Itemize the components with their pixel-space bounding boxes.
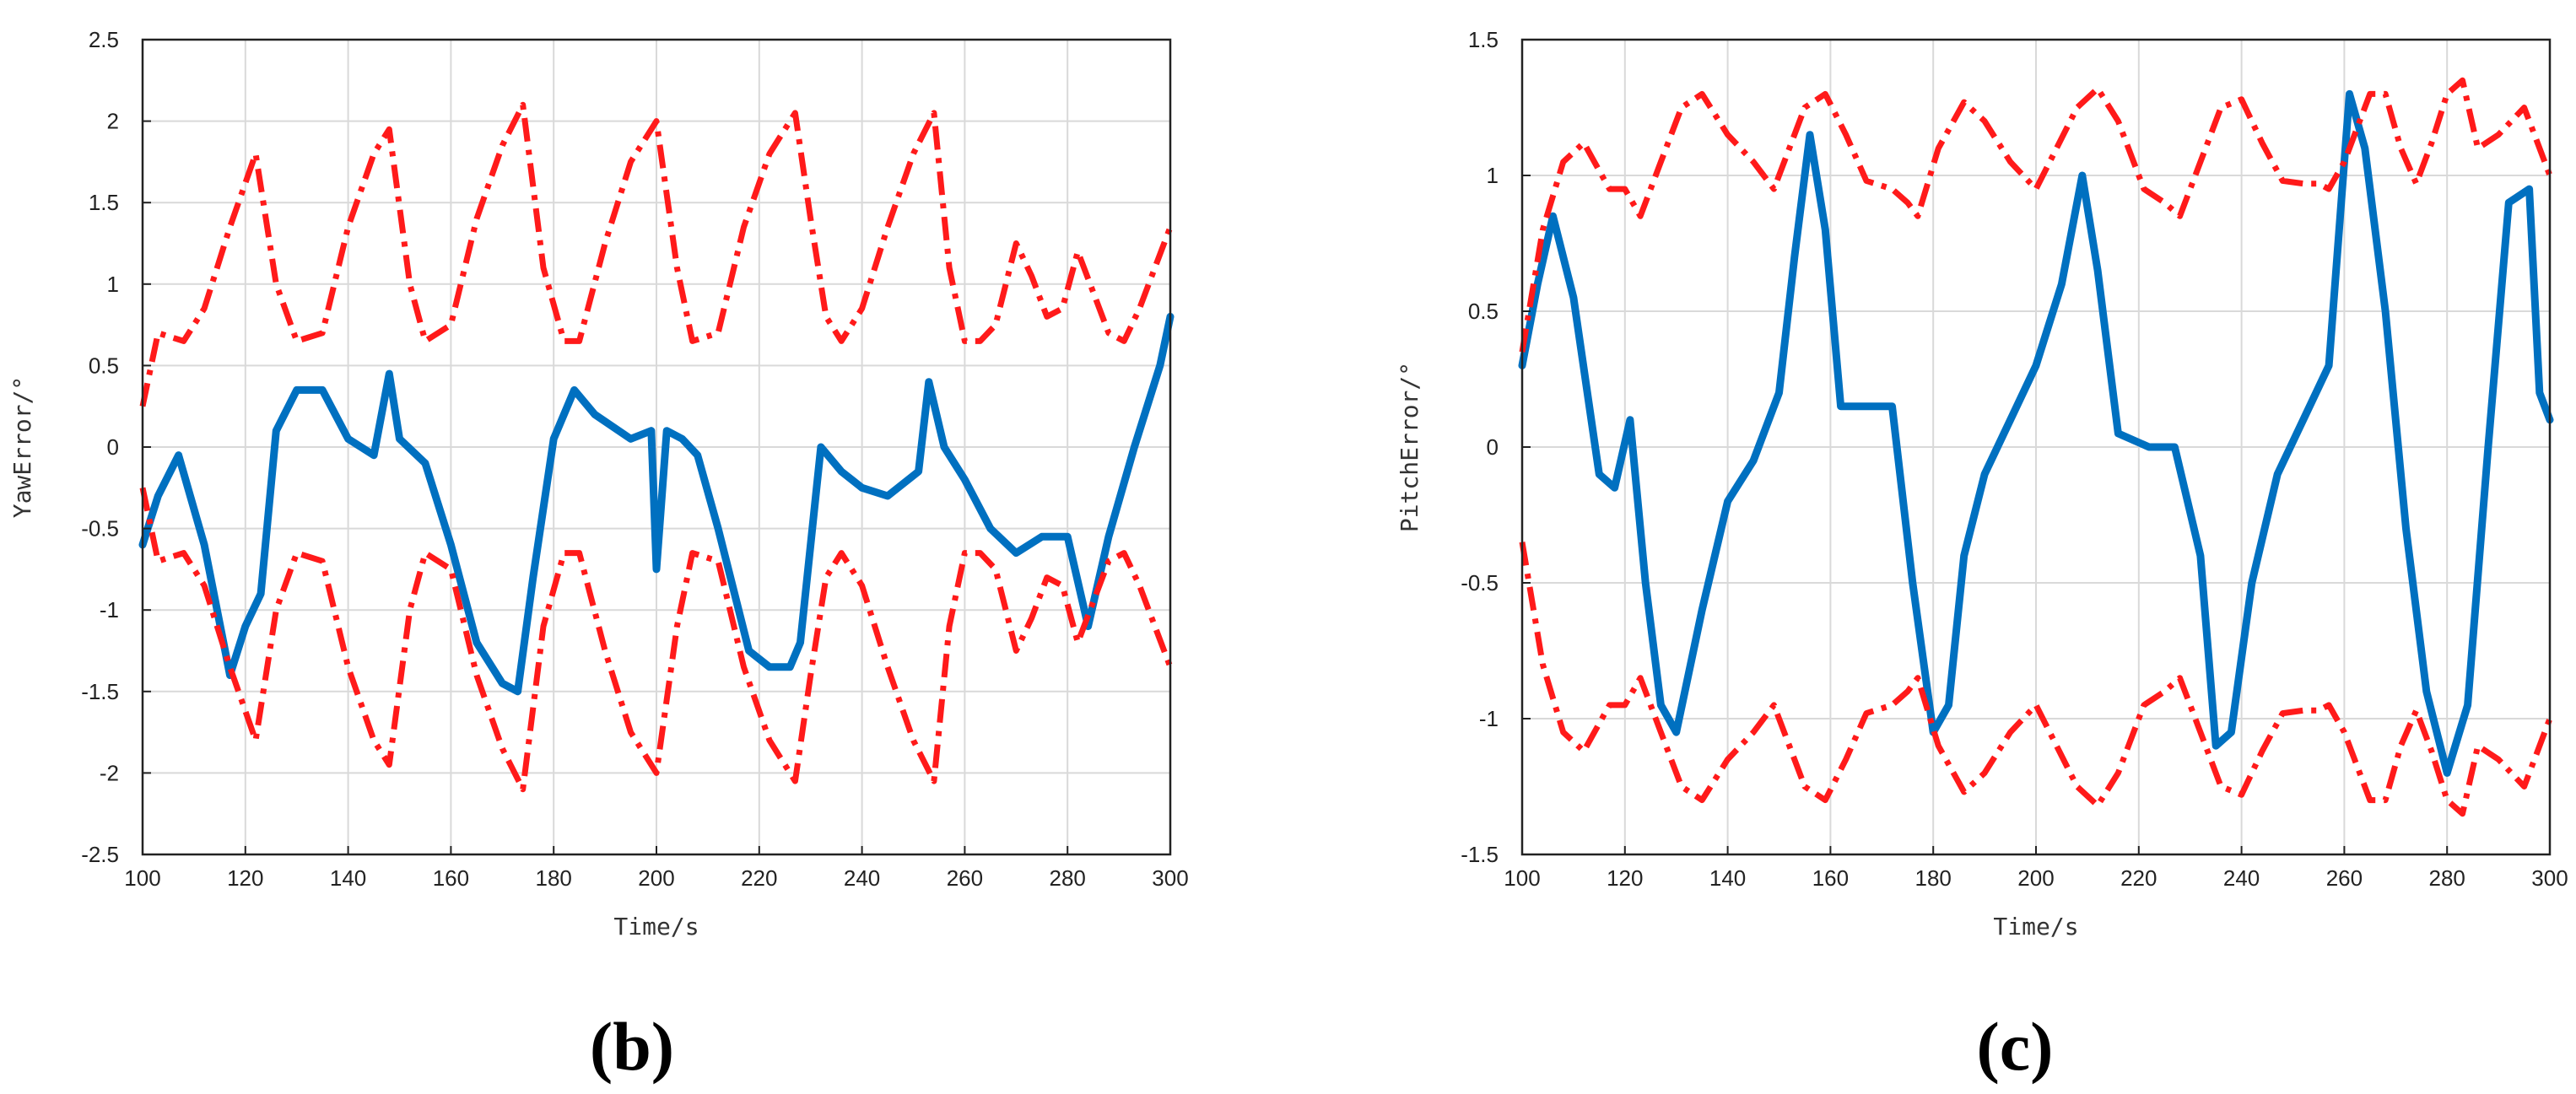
bound-series-line — [1519, 77, 2553, 353]
x-tick-label: 300 — [1152, 865, 1188, 891]
y-axis-label: PitchError/° — [1396, 362, 1423, 532]
y-tick-label: -0.5 — [81, 516, 119, 542]
y-tick-label: -1 — [1479, 706, 1499, 731]
x-tick-label: 160 — [433, 865, 469, 891]
x-tick-label: 240 — [844, 865, 880, 891]
x-tick-label: 120 — [1607, 865, 1643, 891]
y-tick-label: 2.5 — [89, 27, 119, 52]
y-tick-label: 1 — [1487, 163, 1499, 188]
panel-label-c: (c) — [1976, 1008, 2053, 1085]
x-axis-label: Time/s — [1993, 913, 2078, 940]
y-tick-label: 0.5 — [1468, 299, 1499, 324]
x-tick-label: 280 — [2429, 865, 2465, 891]
y-tick-label: 0 — [107, 434, 119, 460]
y-tick-label: 2 — [107, 109, 119, 134]
bound-series-line — [139, 101, 1174, 407]
x-tick-label: 140 — [1709, 865, 1746, 891]
y-tick-label: -1.5 — [81, 679, 119, 704]
y-axis-label: YawError/° — [8, 376, 36, 519]
bound-series-line — [139, 487, 1174, 793]
y-tick-label: -1 — [100, 597, 119, 622]
x-tick-label: 180 — [1915, 865, 1952, 891]
x-tick-label: 220 — [741, 865, 777, 891]
x-tick-label: 200 — [638, 865, 674, 891]
y-tick-label: 0 — [1487, 434, 1499, 460]
x-tick-label: 120 — [227, 865, 263, 891]
error-series-line — [138, 312, 1175, 696]
bound-series-line — [1519, 542, 2553, 817]
y-tick-label: 1 — [107, 272, 119, 297]
x-tick-label: 300 — [2531, 865, 2568, 891]
y-tick-label: 0.5 — [89, 353, 119, 378]
y-tick-label: -0.5 — [1461, 570, 1499, 596]
x-tick-label: 140 — [330, 865, 366, 891]
x-tick-label: 260 — [947, 865, 983, 891]
yaw-error-chart: 100 120 140 160 180 200 220 240 260 280 300-2.5-2-… — [8, 27, 1189, 940]
x-tick-label: 100 — [1504, 865, 1540, 891]
x-tick-label: 220 — [2120, 865, 2157, 891]
x-tick-label: 180 — [536, 865, 572, 891]
x-tick-label: 200 — [2017, 865, 2054, 891]
y-tick-label: -2.5 — [81, 842, 119, 867]
x-tick-label: 280 — [1050, 865, 1086, 891]
pitch-error-chart: 100 120 140 160 180 200 220 240 260 280 300 -1.5 -1 -… — [1396, 27, 2568, 940]
y-tick-label: -1.5 — [1461, 842, 1499, 867]
panel-label-b: (b) — [590, 1008, 674, 1085]
x-tick-label: 260 — [2326, 865, 2363, 891]
y-tick-label: -2 — [100, 760, 119, 785]
x-tick-label: 240 — [2223, 865, 2260, 891]
y-tick-label: 1.5 — [1468, 27, 1499, 52]
x-tick-label: 100 — [124, 865, 160, 891]
error-series-line — [1518, 89, 2554, 777]
y-tick-label: 1.5 — [89, 190, 119, 215]
x-tick-label: 160 — [1812, 865, 1849, 891]
x-axis-label: Time/s — [613, 913, 699, 940]
